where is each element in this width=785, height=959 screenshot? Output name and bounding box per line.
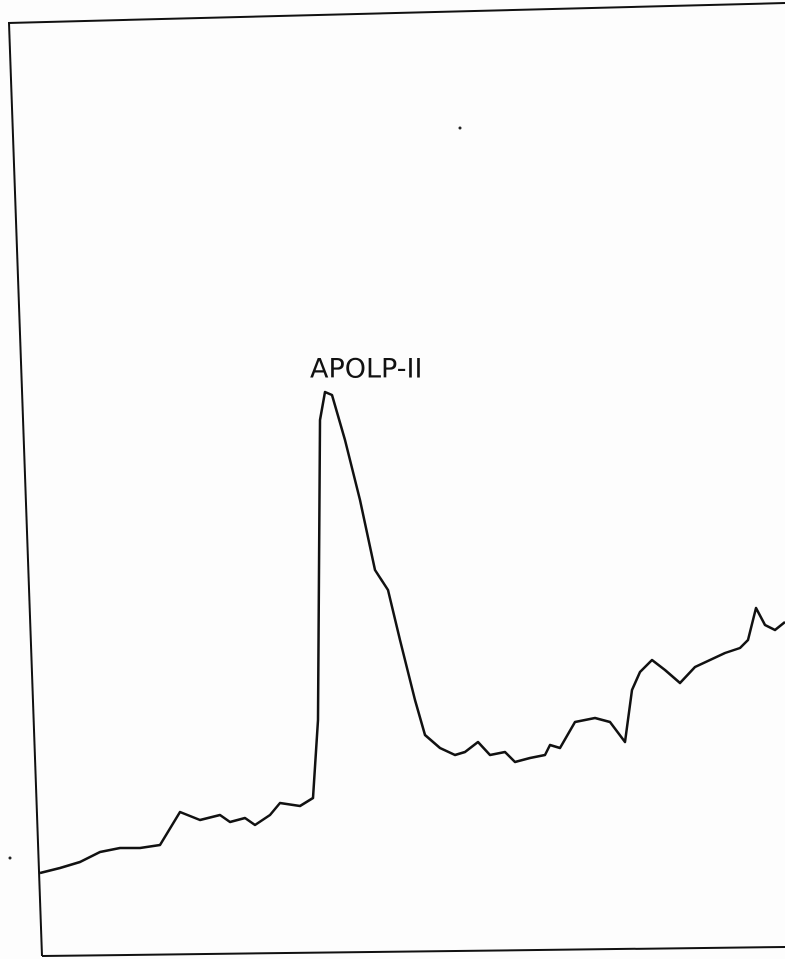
speck (8, 856, 12, 860)
frame-left (8, 22, 43, 957)
frame-bottom (41, 946, 785, 957)
trace (39, 390, 785, 875)
peak-label: APOLP-II (310, 354, 422, 385)
frame (7, 2, 785, 957)
frame-top (7, 2, 785, 24)
speck (458, 126, 462, 130)
